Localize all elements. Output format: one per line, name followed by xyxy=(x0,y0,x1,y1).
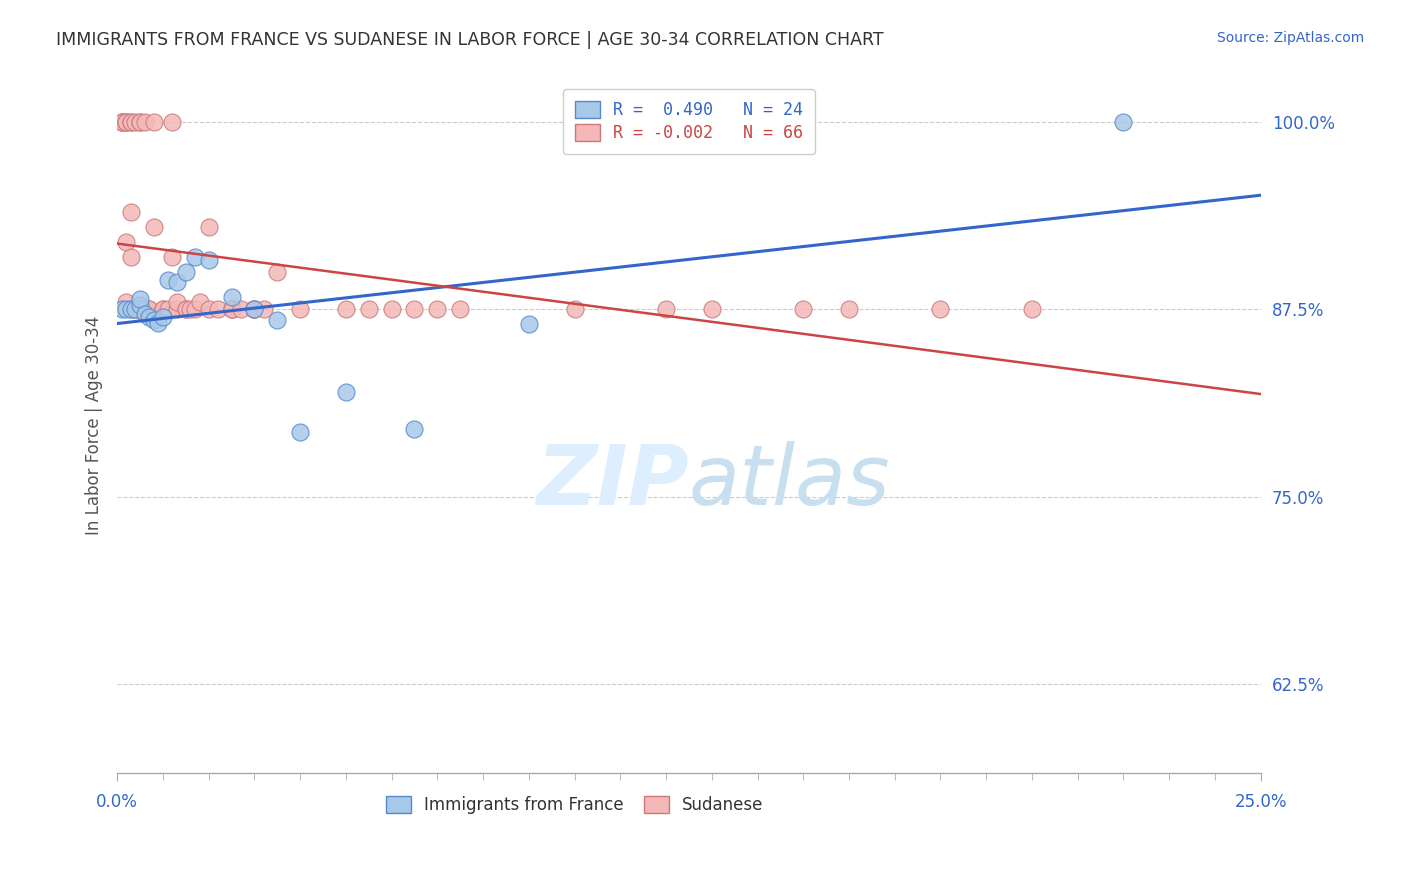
Point xyxy=(381,302,404,317)
Point xyxy=(288,425,311,439)
Point xyxy=(134,115,156,129)
Point xyxy=(266,265,288,279)
Point xyxy=(517,318,540,332)
Point xyxy=(792,302,814,317)
Point xyxy=(124,302,146,317)
Point xyxy=(449,302,471,317)
Point xyxy=(156,272,179,286)
Point xyxy=(111,115,134,129)
Point xyxy=(115,302,138,317)
Point xyxy=(111,115,134,129)
Point xyxy=(166,276,188,290)
Point xyxy=(142,313,165,327)
Point xyxy=(129,302,152,317)
Point xyxy=(252,302,274,317)
Point xyxy=(243,302,266,317)
Point xyxy=(174,265,197,279)
Point xyxy=(188,295,211,310)
Point xyxy=(229,302,252,317)
Point xyxy=(138,302,160,317)
Point xyxy=(655,302,678,317)
Point xyxy=(129,115,152,129)
Point xyxy=(335,384,357,399)
Point xyxy=(221,290,243,304)
Point xyxy=(148,316,170,330)
Point xyxy=(134,302,156,317)
Point xyxy=(197,302,219,317)
Point xyxy=(243,302,266,317)
Point xyxy=(1112,115,1135,129)
Point xyxy=(179,302,201,317)
Point xyxy=(120,302,142,317)
Point xyxy=(166,295,188,310)
Point xyxy=(174,302,197,317)
Point xyxy=(111,302,134,317)
Point xyxy=(207,302,229,317)
Point xyxy=(700,302,723,317)
Point xyxy=(120,250,142,264)
Point xyxy=(221,302,243,317)
Point xyxy=(197,253,219,268)
Point xyxy=(564,302,586,317)
Point xyxy=(115,115,138,129)
Point xyxy=(124,115,146,129)
Point xyxy=(221,302,243,317)
Point xyxy=(266,313,288,327)
Point xyxy=(120,115,142,129)
Point xyxy=(335,302,357,317)
Point xyxy=(404,302,426,317)
Text: atlas: atlas xyxy=(689,441,890,522)
Point xyxy=(1021,302,1043,317)
Point xyxy=(160,250,183,264)
Point xyxy=(152,302,174,317)
Point xyxy=(138,302,160,317)
Point xyxy=(288,302,311,317)
Point xyxy=(111,115,134,129)
Point xyxy=(197,220,219,235)
Text: IMMIGRANTS FROM FRANCE VS SUDANESE IN LABOR FORCE | AGE 30-34 CORRELATION CHART: IMMIGRANTS FROM FRANCE VS SUDANESE IN LA… xyxy=(56,31,884,49)
Point xyxy=(129,292,152,306)
Point xyxy=(404,422,426,436)
Point xyxy=(221,302,243,317)
Point xyxy=(184,250,207,264)
Point xyxy=(129,298,152,312)
Point xyxy=(138,310,160,324)
Point xyxy=(115,115,138,129)
Point xyxy=(152,310,174,324)
Point xyxy=(115,235,138,249)
Point xyxy=(156,302,179,317)
Point xyxy=(357,302,380,317)
Point xyxy=(152,302,174,317)
Text: ZIP: ZIP xyxy=(536,441,689,522)
Point xyxy=(134,302,156,317)
Point xyxy=(129,302,152,317)
Point xyxy=(120,115,142,129)
Point xyxy=(129,115,152,129)
Point xyxy=(929,302,952,317)
Point xyxy=(115,115,138,129)
Point xyxy=(243,302,266,317)
Point xyxy=(129,302,152,317)
Point xyxy=(142,115,165,129)
Point xyxy=(166,302,188,317)
Point xyxy=(142,220,165,235)
Point xyxy=(120,302,142,317)
Point xyxy=(134,307,156,321)
Point xyxy=(184,302,207,317)
Point xyxy=(115,295,138,310)
Point xyxy=(120,205,142,219)
Point xyxy=(426,302,449,317)
Y-axis label: In Labor Force | Age 30-34: In Labor Force | Age 30-34 xyxy=(86,316,103,535)
Point xyxy=(124,302,146,317)
Point xyxy=(160,115,183,129)
Legend: Immigrants from France, Sudanese: Immigrants from France, Sudanese xyxy=(375,786,773,824)
Point xyxy=(838,302,860,317)
Point xyxy=(174,302,197,317)
Point xyxy=(243,302,266,317)
Text: Source: ZipAtlas.com: Source: ZipAtlas.com xyxy=(1216,31,1364,45)
Point xyxy=(124,302,146,317)
